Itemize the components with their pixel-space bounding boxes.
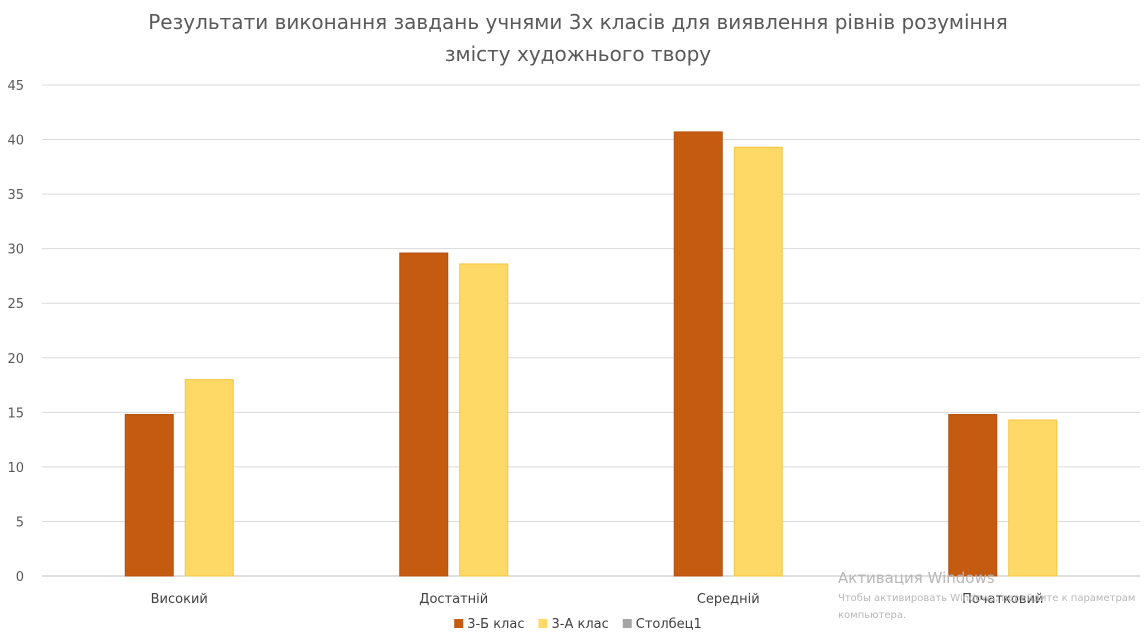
- legend-label: 3-А клас: [551, 617, 608, 632]
- chart-title: Результати виконання завдань учнями 3х к…: [148, 10, 1008, 66]
- y-tick-label: 15: [7, 406, 24, 421]
- bars: 3-Б клас: 14.83-А клас: 183-Б клас: 29.6…: [124, 131, 1058, 577]
- y-tick-label: 40: [7, 134, 24, 149]
- windows-activation-watermark: Активация Windows Чтобы активировать Win…: [838, 569, 1135, 621]
- legend-swatch: [622, 619, 632, 628]
- legend-swatch: [454, 619, 464, 628]
- y-tick-label: 30: [7, 243, 24, 258]
- bar-3-Б-клас-3: 3-Б клас: 14.8: [948, 414, 998, 577]
- y-tick-label: 5: [16, 515, 24, 530]
- bar-3-Б-клас-0: 3-Б клас: 14.8: [124, 414, 174, 577]
- bar-3-А-клас-0: 3-А клас: 18: [184, 379, 234, 577]
- y-tick-label: 35: [7, 188, 24, 203]
- x-category-label: Середній: [697, 592, 760, 607]
- bar-3-Б-клас-1: 3-Б клас: 29.6: [399, 252, 449, 577]
- watermark-line-1: Чтобы активировать Windows, перейдите к …: [838, 593, 1135, 604]
- y-tick-label: 25: [7, 297, 24, 312]
- watermark-title: Активация Windows: [838, 569, 995, 587]
- y-tick-label: 45: [7, 79, 24, 94]
- chart-title-line-2: змісту художнього твору: [445, 42, 711, 66]
- bar-3-А-клас-1: 3-А клас: 28.6: [459, 263, 509, 577]
- bar-3-А-клас-2: 3-А клас: 39.3: [733, 146, 783, 577]
- y-axis-ticks: 0 5 10 15 20 25 30 35 40 45: [7, 79, 24, 585]
- bar-3-Б-клас-2: 3-Б клас: 40.7: [673, 131, 723, 577]
- legend: 3-Б клас 3-А клас Столбец1: [454, 617, 702, 632]
- x-category-label: Достатній: [419, 592, 488, 607]
- legend-swatch: [538, 619, 548, 628]
- bar-3-А-клас-3: 3-А клас: 14.3: [1008, 419, 1058, 577]
- legend-label: 3-Б клас: [467, 617, 524, 632]
- x-category-label: Високий: [151, 592, 208, 607]
- y-tick-label: 0: [16, 570, 24, 585]
- x-axis-categories: Високий Достатній Середній Початковий: [151, 592, 1044, 607]
- x-category-label: Початковий: [962, 592, 1043, 607]
- y-tick-label: 10: [7, 461, 24, 476]
- chart-title-line-1: Результати виконання завдань учнями 3х к…: [148, 10, 1008, 34]
- y-tick-label: 20: [7, 352, 24, 367]
- watermark-line-2: компьютера.: [838, 610, 906, 621]
- legend-label: Столбец1: [636, 617, 702, 632]
